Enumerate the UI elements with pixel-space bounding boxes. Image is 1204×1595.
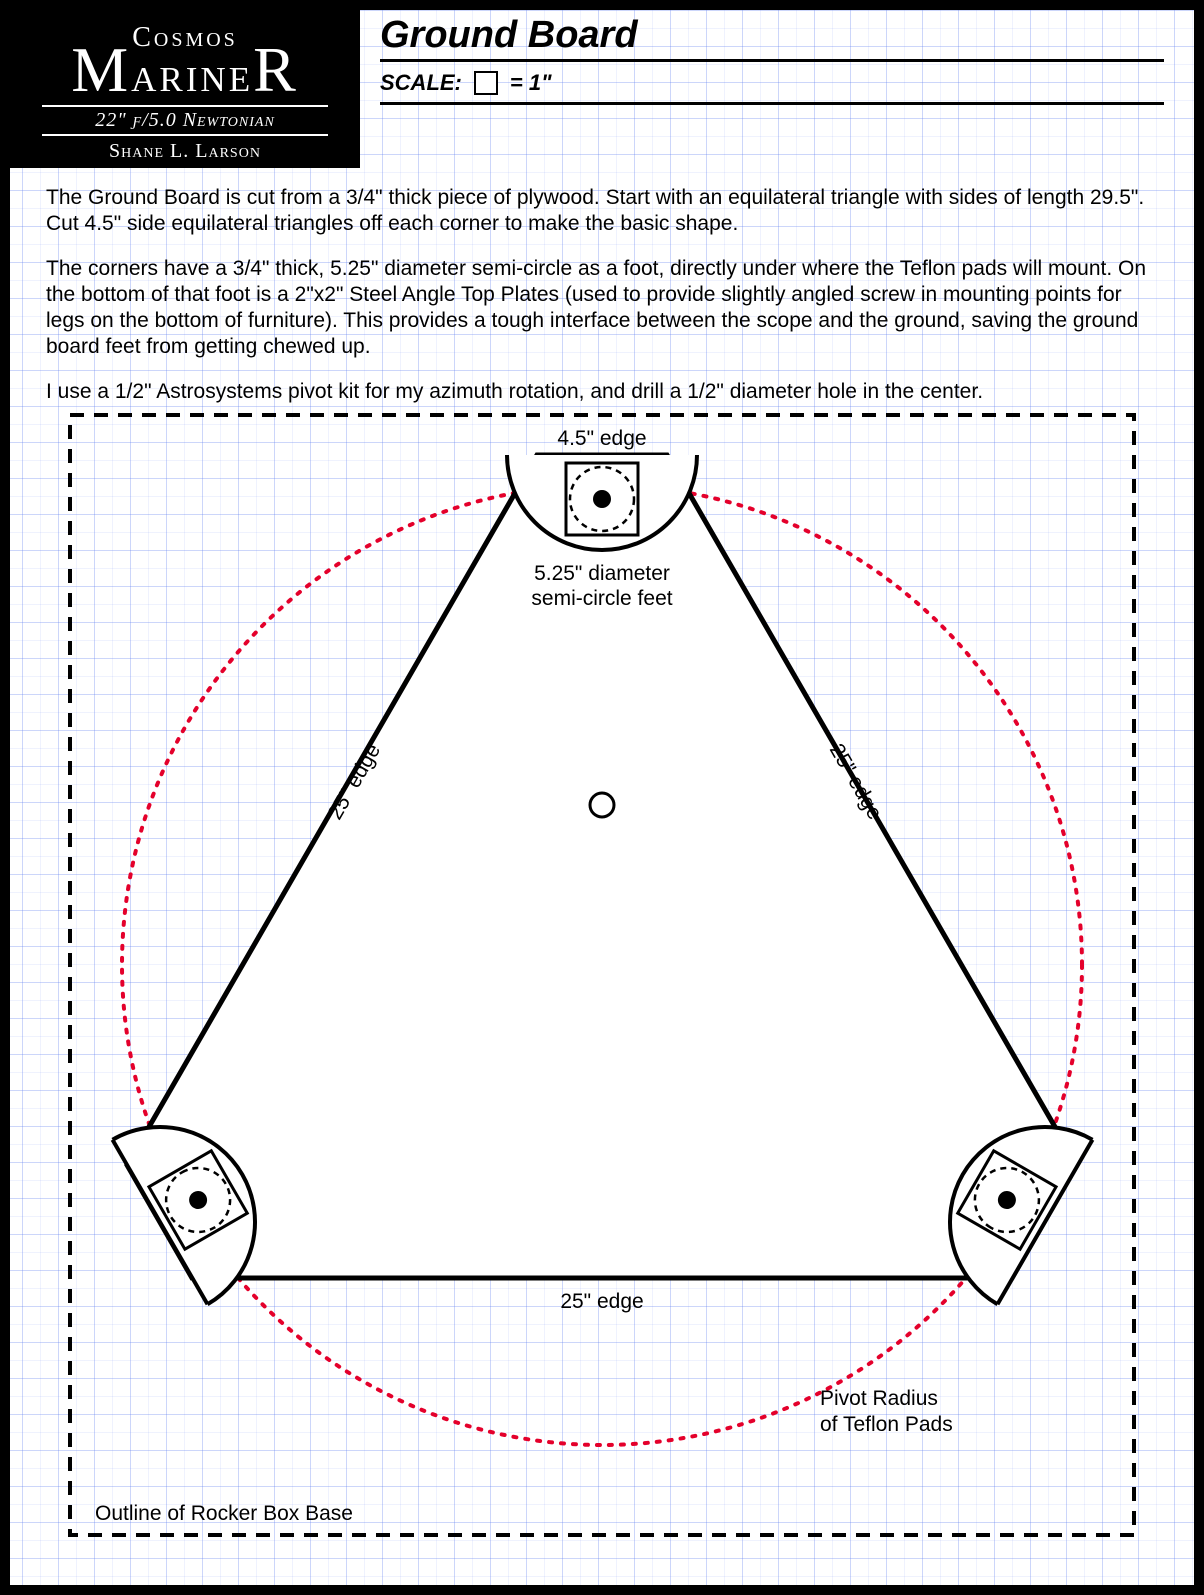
header-block: Ground Board SCALE: = 1" xyxy=(380,14,1164,105)
feet-label-1: 5.25" diameter xyxy=(534,562,670,585)
logo-subtitle: 22" ƒ/5.0 Newtonian xyxy=(42,105,328,136)
pivot-label-2: of Teflon Pads xyxy=(820,1413,953,1436)
logo-line2: MarineR xyxy=(24,44,346,99)
page: Cosmos MarineR 22" ƒ/5.0 Newtonian Shane… xyxy=(0,0,1204,1595)
scale-unit-box xyxy=(474,71,498,95)
paragraph-1: The Ground Board is cut from a 3/4" thic… xyxy=(46,185,1158,238)
paragraph-3: I use a 1/2" Astrosystems pivot kit for … xyxy=(46,379,1158,405)
rocker-box-label: Outline of Rocker Box Base xyxy=(95,1502,353,1525)
center-pivot-hole xyxy=(590,793,614,817)
scale-row: SCALE: = 1" xyxy=(380,62,1164,105)
body-text: The Ground Board is cut from a 3/4" thic… xyxy=(46,185,1158,411)
logo-box: Cosmos MarineR 22" ƒ/5.0 Newtonian Shane… xyxy=(10,10,360,168)
feet-label-2: semi-circle feet xyxy=(531,587,672,610)
diagram-area: 4.5" edge 5.25" diameter semi-circle fee… xyxy=(40,405,1164,1565)
diagram-svg: 4.5" edge 5.25" diameter semi-circle fee… xyxy=(40,405,1164,1565)
scale-value: = 1" xyxy=(510,70,552,96)
paragraph-2: The corners have a 3/4" thick, 5.25" dia… xyxy=(46,256,1158,361)
edge-label-top: 4.5" edge xyxy=(557,427,646,450)
page-title: Ground Board xyxy=(380,14,1164,62)
scale-label: SCALE: xyxy=(380,70,462,96)
pivot-label-1: Pivot Radius xyxy=(820,1387,938,1410)
logo-author: Shane L. Larson xyxy=(24,140,346,163)
edge-label-bottom: 25" edge xyxy=(560,1290,643,1313)
logo-title: Cosmos MarineR xyxy=(24,18,346,99)
